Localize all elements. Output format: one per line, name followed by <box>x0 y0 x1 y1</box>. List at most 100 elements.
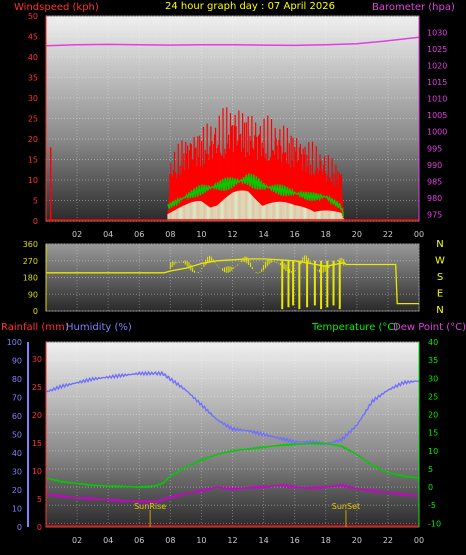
time-tick-label: 10 <box>196 536 206 545</box>
temperature-axis-label: Temperature (°C) <box>311 322 398 333</box>
time-tick-label: 16 <box>290 536 300 545</box>
humidity-tick-label: 60 <box>12 412 22 421</box>
compass-label: N <box>436 305 443 316</box>
climate-series <box>45 370 420 527</box>
rainfall-tick-label: 30 <box>32 355 42 364</box>
time-tick-label: 06 <box>134 230 144 239</box>
windspeed-axis-label: Windspeed (kph) <box>14 2 99 13</box>
temperature-tick-label: 25 <box>428 392 438 401</box>
windspeed-tick-label: 45 <box>28 33 38 42</box>
sunset-label: SunSet <box>332 502 360 511</box>
barometer-tick-label: 1020 <box>427 62 447 71</box>
windspeed-tick-label: 30 <box>28 94 38 103</box>
time-tick-label: 02 <box>72 230 82 239</box>
humidity-tick-label: 10 <box>12 505 22 514</box>
time-tick-label: 08 <box>165 536 175 545</box>
barometer-tick-label: 1000 <box>427 128 447 137</box>
time-tick-label: 04 <box>103 230 113 239</box>
barometer-tick-label: 1025 <box>427 45 447 54</box>
compass-label: W <box>435 256 445 267</box>
chart-title: 24 hour graph day : 07 April 2026 <box>165 1 335 12</box>
time-tick-label: 22 <box>383 230 393 239</box>
temperature-tick-label: 35 <box>428 356 438 365</box>
direction-tick-label: 270 <box>23 257 38 266</box>
direction-tick-label: 0 <box>33 307 38 316</box>
climate-axes: -10 -5 0 5 10 15 20 25 30 35 40 0 5 10 15 20 25 30 0 10 20 30… <box>7 338 441 545</box>
temperature-tick-label: 0 <box>428 483 433 492</box>
humidity-tick-label: 40 <box>12 449 22 458</box>
compass-label: N <box>436 239 443 250</box>
humidity-tick-label: 80 <box>12 375 22 384</box>
time-tick-label: 14 <box>258 230 268 239</box>
windspeed-tick-label: 40 <box>28 53 38 62</box>
time-tick-label: 16 <box>290 230 300 239</box>
time-tick-label: 00 <box>414 536 424 545</box>
climate-grid <box>46 341 420 527</box>
time-tick-label: 20 <box>352 230 362 239</box>
time-tick-label: 14 <box>258 536 268 545</box>
humidity-tick-label: 0 <box>17 523 22 532</box>
rainfall-tick-label: 20 <box>32 411 42 420</box>
rainfall-tick-label: 10 <box>32 467 42 476</box>
climate-plot-area <box>45 341 420 528</box>
temperature-tick-label: 5 <box>428 465 433 474</box>
time-tick-label: 18 <box>321 230 331 239</box>
time-tick-label: 10 <box>196 230 206 239</box>
temperature-line <box>45 441 419 489</box>
wind-axes: 0510152025303540455097598098599099510001… <box>28 12 448 239</box>
direction-tick-label: 180 <box>23 274 38 283</box>
compass-label: S <box>437 272 443 283</box>
humidity-tick-label: 70 <box>12 394 22 403</box>
rainfall-tick-label: 0 <box>37 523 42 532</box>
humidity-tick-label: 50 <box>12 431 22 440</box>
windspeed-tick-label: 50 <box>28 12 38 21</box>
time-tick-label: 12 <box>227 536 237 545</box>
barometer-tick-label: 980 <box>427 194 442 203</box>
windspeed-tick-label: 5 <box>33 197 38 206</box>
barometer-tick-label: 1015 <box>427 78 447 87</box>
barometer-line <box>45 36 420 47</box>
time-tick-label: 12 <box>227 230 237 239</box>
humidity-tick-label: 100 <box>7 338 22 347</box>
direction-series <box>46 255 419 310</box>
rainfall-tick-label: 25 <box>32 383 42 392</box>
temperature-tick-label: 10 <box>428 447 438 456</box>
direction-plot-area <box>45 243 420 312</box>
barometer-axis-label: Barometer (hpa) <box>372 2 455 13</box>
barometer-tick-label: 995 <box>427 144 442 153</box>
direction-line <box>46 258 419 305</box>
temperature-tick-label: 30 <box>428 374 438 383</box>
temperature-tick-label: 15 <box>428 429 438 438</box>
sunrise-label: SunRise <box>134 502 166 511</box>
temperature-tick-label: -5 <box>428 501 436 510</box>
direction-tick-label: 360 <box>23 240 38 249</box>
time-tick-label: 06 <box>134 536 144 545</box>
humidity-tick-label: 90 <box>12 357 22 366</box>
barometer-tick-label: 975 <box>427 210 442 219</box>
time-tick-label: 02 <box>72 536 82 545</box>
temperature-tick-label: -10 <box>428 519 441 528</box>
time-tick-label: 00 <box>414 230 424 239</box>
barometer-tick-label: 990 <box>427 161 442 170</box>
direction-axes: 0 90 180 270 360 <box>23 240 47 316</box>
dewpoint-line <box>45 483 419 504</box>
barometer-tick-label: 1005 <box>427 111 447 120</box>
time-tick-label: 04 <box>103 536 113 545</box>
barometer-tick-label: 1030 <box>427 29 447 38</box>
windspeed-tick-label: 15 <box>28 156 38 165</box>
windspeed-tick-label: 25 <box>28 115 38 124</box>
rainfall-tick-label: 15 <box>32 439 42 448</box>
windspeed-tick-label: 20 <box>28 135 38 144</box>
time-tick-label: 20 <box>352 536 362 545</box>
humidity-tick-label: 20 <box>12 486 22 495</box>
time-tick-label: 08 <box>165 230 175 239</box>
rainfall-axis-label: Rainfall (mm) <box>1 322 69 333</box>
barometer-tick-label: 985 <box>427 177 442 186</box>
temperature-tick-label: 40 <box>428 338 438 347</box>
windspeed-tick-label: 10 <box>28 176 38 185</box>
compass-label: E <box>437 289 443 300</box>
temperature-tick-label: 20 <box>428 411 438 420</box>
windspeed-tick-label: 35 <box>28 74 38 83</box>
